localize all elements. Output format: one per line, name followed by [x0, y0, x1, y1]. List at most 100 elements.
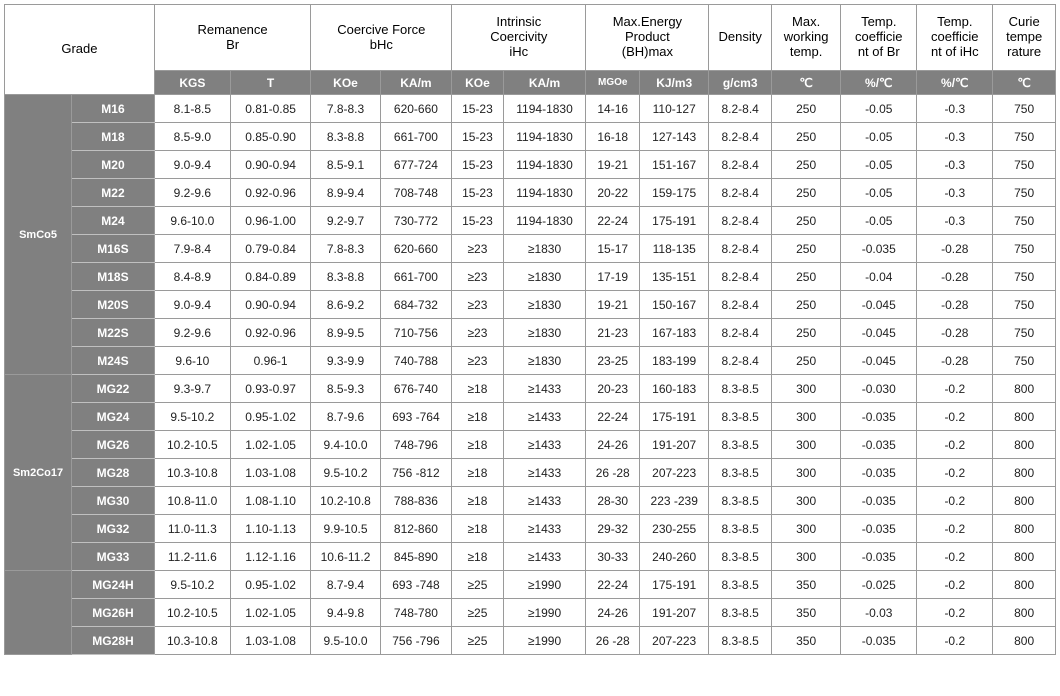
cell-mwt: 250 — [771, 235, 840, 263]
cell-mgoe: 24-26 — [586, 599, 640, 627]
cell-dens: 8.2-8.4 — [709, 347, 772, 375]
cell-koe2: ≥23 — [452, 291, 503, 319]
cell-kjm3: 240-260 — [640, 543, 709, 571]
cell-kjm3: 110-127 — [640, 95, 709, 123]
cell-kam2: ≥1433 — [503, 543, 586, 571]
cell-koe1: 9.5-10.2 — [311, 459, 380, 487]
cell-dens: 8.2-8.4 — [709, 319, 772, 347]
unit-koe2: KOe — [452, 71, 503, 95]
cell-tcihc: -0.2 — [917, 543, 993, 571]
cell-koe2: ≥25 — [452, 571, 503, 599]
cell-dens: 8.3-8.5 — [709, 459, 772, 487]
cell-tcbr: -0.035 — [841, 487, 917, 515]
cell-kam1: 812-860 — [380, 515, 452, 543]
cell-kgs: 9.6-10.0 — [154, 207, 230, 235]
unit-kjm3: KJ/m3 — [640, 71, 709, 95]
cell-kam2: ≥1433 — [503, 459, 586, 487]
cell-kam2: ≥1990 — [503, 599, 586, 627]
cell-kam2: ≥1830 — [503, 319, 586, 347]
cell-koe1: 9.2-9.7 — [311, 207, 380, 235]
cell-dens: 8.3-8.5 — [709, 403, 772, 431]
grade-cell: MG28H — [72, 627, 155, 655]
cell-kam2: ≥1433 — [503, 375, 586, 403]
grade-cell: M22 — [72, 179, 155, 207]
cell-tcbr: -0.05 — [841, 207, 917, 235]
cell-curie: 800 — [993, 431, 1056, 459]
cell-koe2: ≥18 — [452, 543, 503, 571]
cell-mgoe: 26 -28 — [586, 459, 640, 487]
cell-koe2: ≥18 — [452, 487, 503, 515]
cell-dens: 8.3-8.5 — [709, 487, 772, 515]
cell-dens: 8.3-8.5 — [709, 431, 772, 459]
cell-kam1: 740-788 — [380, 347, 452, 375]
cell-kam2: ≥1990 — [503, 571, 586, 599]
cell-kgs: 8.1-8.5 — [154, 95, 230, 123]
cell-t: 1.03-1.08 — [230, 627, 311, 655]
cell-kam2: ≥1433 — [503, 431, 586, 459]
cell-t: 0.92-0.96 — [230, 179, 311, 207]
cell-mgoe: 14-16 — [586, 95, 640, 123]
cell-dens: 8.2-8.4 — [709, 95, 772, 123]
cell-mgoe: 15-17 — [586, 235, 640, 263]
cell-curie: 800 — [993, 543, 1056, 571]
unit-tcihc: %/℃ — [917, 71, 993, 95]
grade-cell: MG33 — [72, 543, 155, 571]
cell-tcihc: -0.2 — [917, 403, 993, 431]
table-row: MG2610.2-10.51.02-1.059.4-10.0748-796≥18… — [5, 431, 1056, 459]
grade-cell: M18S — [72, 263, 155, 291]
cell-kam1: 661-700 — [380, 263, 452, 291]
grade-cell: M24 — [72, 207, 155, 235]
table-row: M18S8.4-8.90.84-0.898.3-8.8661-700≥23≥18… — [5, 263, 1056, 291]
cell-koe2: 15-23 — [452, 95, 503, 123]
grade-cell: M16 — [72, 95, 155, 123]
cell-mwt: 300 — [771, 487, 840, 515]
cell-curie: 750 — [993, 179, 1056, 207]
cell-tcihc: -0.2 — [917, 599, 993, 627]
cell-kam2: ≥1433 — [503, 487, 586, 515]
cell-dens: 8.3-8.5 — [709, 599, 772, 627]
cell-koe1: 9.4-10.0 — [311, 431, 380, 459]
cell-tcihc: -0.3 — [917, 123, 993, 151]
cell-kgs: 10.2-10.5 — [154, 599, 230, 627]
cell-mwt: 250 — [771, 319, 840, 347]
cell-tcihc: -0.2 — [917, 571, 993, 599]
cell-mwt: 300 — [771, 543, 840, 571]
cell-tcihc: -0.28 — [917, 263, 993, 291]
cell-koe2: ≥23 — [452, 319, 503, 347]
cell-tcbr: -0.045 — [841, 319, 917, 347]
cell-mwt: 350 — [771, 599, 840, 627]
grade-cell: M24S — [72, 347, 155, 375]
cell-curie: 800 — [993, 599, 1056, 627]
cell-koe1: 8.7-9.6 — [311, 403, 380, 431]
cell-t: 1.10-1.13 — [230, 515, 311, 543]
cell-mgoe: 19-21 — [586, 151, 640, 179]
col-intrinsic-text: IntrinsicCoercivityiHc — [452, 15, 585, 60]
col-curie: Curietemperature — [993, 5, 1056, 71]
table-body: SmCo5M168.1-8.50.81-0.857.8-8.3620-66015… — [5, 95, 1056, 655]
cell-curie: 800 — [993, 403, 1056, 431]
cell-kam1: 684-732 — [380, 291, 452, 319]
cell-mgoe: 24-26 — [586, 431, 640, 459]
cell-koe2: ≥18 — [452, 459, 503, 487]
cell-kgs: 9.2-9.6 — [154, 179, 230, 207]
cell-t: 0.95-1.02 — [230, 571, 311, 599]
cell-tcihc: -0.3 — [917, 179, 993, 207]
cell-kam1: 708-748 — [380, 179, 452, 207]
cell-koe2: ≥18 — [452, 431, 503, 459]
table-row: M188.5-9.00.85-0.908.3-8.8661-70015-2311… — [5, 123, 1056, 151]
cell-tcihc: -0.2 — [917, 515, 993, 543]
cell-mwt: 250 — [771, 207, 840, 235]
cell-kgs: 11.2-11.6 — [154, 543, 230, 571]
cell-tcbr: -0.025 — [841, 571, 917, 599]
cell-mwt: 300 — [771, 459, 840, 487]
cell-koe2: ≥23 — [452, 235, 503, 263]
cell-koe2: 15-23 — [452, 207, 503, 235]
cell-mwt: 350 — [771, 627, 840, 655]
cell-dens: 8.2-8.4 — [709, 263, 772, 291]
cell-kjm3: 175-191 — [640, 207, 709, 235]
grade-cell: MG28 — [72, 459, 155, 487]
cell-tcihc: -0.3 — [917, 95, 993, 123]
unit-koe1: KOe — [311, 71, 380, 95]
cell-tcbr: -0.045 — [841, 291, 917, 319]
cell-koe1: 9.3-9.9 — [311, 347, 380, 375]
